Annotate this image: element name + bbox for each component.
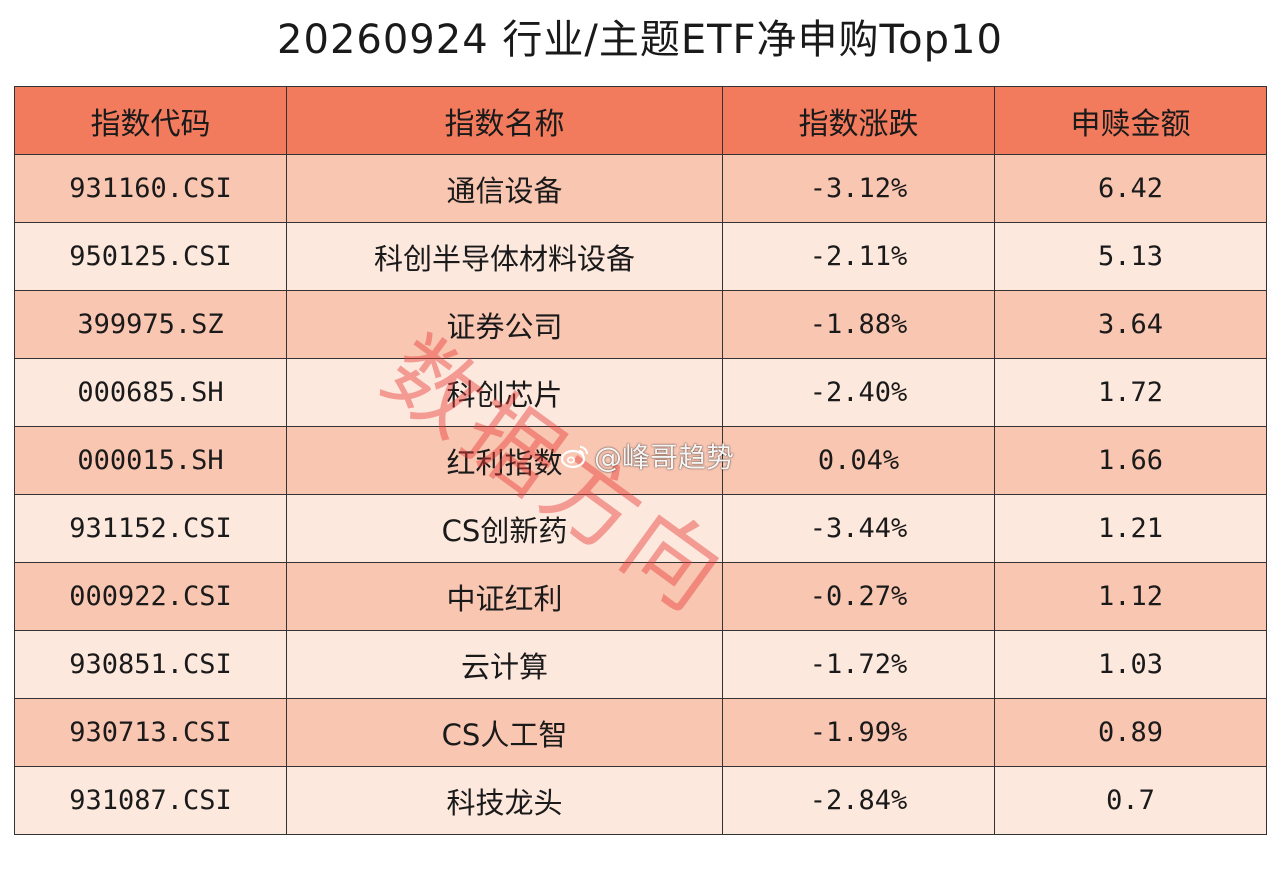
cell-index-name: CS人工智 (286, 698, 723, 767)
cell-index-name: 证券公司 (286, 290, 723, 359)
table-row: 950125.CSI 科创半导体材料设备 -2.11% 5.13 (14, 222, 1267, 291)
cell-index-code: 000685.SH (14, 358, 287, 427)
cell-subscription-amount: 1.66 (994, 426, 1267, 495)
cell-index-code: 931087.CSI (14, 766, 287, 835)
cell-index-name: 科创半导体材料设备 (286, 222, 723, 291)
table-row: 931152.CSI CS创新药 -3.44% 1.21 (14, 494, 1267, 563)
table-row: 000922.CSI 中证红利 -0.27% 1.12 (14, 562, 1267, 631)
page-title: 20260924 行业/主题ETF净申购Top10 (277, 17, 1003, 63)
table-row: 930851.CSI 云计算 -1.72% 1.03 (14, 630, 1267, 699)
table-row: 000015.SH 红利指数 0.04% 1.66 (14, 426, 1267, 495)
column-header-name: 指数名称 (286, 86, 723, 155)
table-row: 931087.CSI 科技龙头 -2.84% 0.7 (14, 766, 1267, 835)
cell-subscription-amount: 1.12 (994, 562, 1267, 631)
cell-index-name: 科技龙头 (286, 766, 723, 835)
cell-index-change: -1.99% (722, 698, 995, 767)
column-header-amount: 申赎金额 (994, 86, 1267, 155)
cell-index-name: 红利指数 (286, 426, 723, 495)
cell-index-code: 931152.CSI (14, 494, 287, 563)
cell-index-change: -2.40% (722, 358, 995, 427)
cell-index-name: 通信设备 (286, 154, 723, 223)
column-header-change: 指数涨跌 (722, 86, 995, 155)
cell-index-code: 000922.CSI (14, 562, 287, 631)
cell-index-name: CS创新药 (286, 494, 723, 563)
cell-index-change: -3.44% (722, 494, 995, 563)
cell-index-code: 930713.CSI (14, 698, 287, 767)
cell-index-change: -1.88% (722, 290, 995, 359)
etf-table: 指数代码 指数名称 指数涨跌 申赎金额 931160.CSI 通信设备 -3.1… (14, 86, 1267, 835)
cell-subscription-amount: 0.89 (994, 698, 1267, 767)
cell-subscription-amount: 1.03 (994, 630, 1267, 699)
column-header-code: 指数代码 (14, 86, 287, 155)
cell-index-change: -0.27% (722, 562, 995, 631)
table-row: 931160.CSI 通信设备 -3.12% 6.42 (14, 154, 1267, 223)
cell-index-code: 399975.SZ (14, 290, 287, 359)
cell-subscription-amount: 0.7 (994, 766, 1267, 835)
cell-index-name: 科创芯片 (286, 358, 723, 427)
cell-index-code: 931160.CSI (14, 154, 287, 223)
cell-subscription-amount: 1.21 (994, 494, 1267, 563)
cell-subscription-amount: 6.42 (994, 154, 1267, 223)
cell-index-name: 云计算 (286, 630, 723, 699)
cell-subscription-amount: 5.13 (994, 222, 1267, 291)
table-row: 000685.SH 科创芯片 -2.40% 1.72 (14, 358, 1267, 427)
cell-subscription-amount: 1.72 (994, 358, 1267, 427)
cell-index-code: 000015.SH (14, 426, 287, 495)
cell-index-code: 950125.CSI (14, 222, 287, 291)
cell-index-change: -3.12% (722, 154, 995, 223)
cell-index-change: -2.11% (722, 222, 995, 291)
cell-index-name: 中证红利 (286, 562, 723, 631)
cell-index-code: 930851.CSI (14, 630, 287, 699)
cell-index-change: -1.72% (722, 630, 995, 699)
cell-index-change: 0.04% (722, 426, 995, 495)
table-row: 930713.CSI CS人工智 -1.99% 0.89 (14, 698, 1267, 767)
table-header-row: 指数代码 指数名称 指数涨跌 申赎金额 (14, 86, 1267, 155)
cell-index-change: -2.84% (722, 766, 995, 835)
cell-subscription-amount: 3.64 (994, 290, 1267, 359)
table-row: 399975.SZ 证券公司 -1.88% 3.64 (14, 290, 1267, 359)
